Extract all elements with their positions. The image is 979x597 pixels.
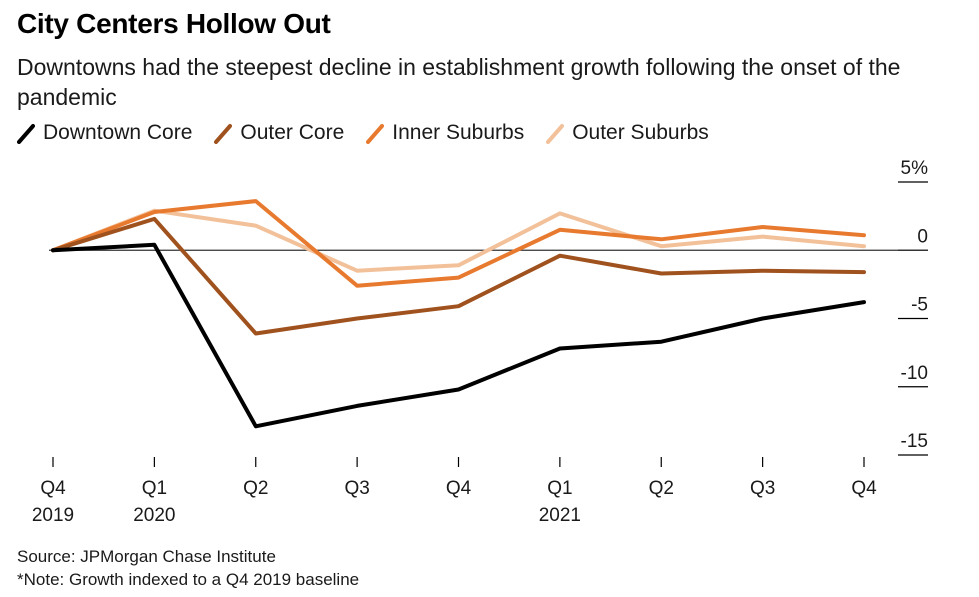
source-note: Source: JPMorgan Chase Institute [17,547,276,566]
y-tick-label-1: 0 [917,226,928,247]
legend-label-outer-core: Outer Core [240,121,345,144]
x-tick-label-2: Q2 [243,478,268,499]
x-tick-label-6: Q2 [649,478,674,499]
series-line-downtown-core [51,242,866,429]
legend-swatch-inner-suburbs [366,124,385,144]
legend-item-outer-core: Outer Core [214,121,344,145]
baseline-note: *Note: Growth indexed to a Q4 2019 basel… [17,570,360,589]
legend-swatch-outer-core [214,124,233,144]
legend-label-downtown-core: Downtown Core [43,121,193,144]
x-tick-year-label-5: 2021 [539,505,581,526]
y-tick-label-0: 5% [901,158,929,179]
x-tick-label-8: Q4 [851,478,877,499]
series-line-inner-suburbs [51,199,866,288]
legend-label-outer-suburbs: Outer Suburbs [572,121,709,144]
legend-swatch-outer-suburbs [546,124,565,144]
legend-item-outer-suburbs: Outer Suburbs [546,121,709,145]
x-tick-label-0: Q4 [40,478,66,499]
y-tick-label-3: -10 [901,363,928,384]
legend: Downtown Core Outer Core Inner Suburbs O… [17,121,731,145]
legend-swatch-downtown-core [17,124,35,144]
footer: Source: JPMorgan Chase Institute *Note: … [17,545,359,591]
chart-subtitle: Downtowns had the steepest decline in es… [17,54,901,110]
y-tick-label-4: -15 [901,431,928,452]
line-chart: 5% 0 -5 -10 -15 Q4 2019 Q1 2020 Q2 Q3 Q4 Q1 2021 Q2 Q3 Q… [32,158,929,526]
x-tick-label-7: Q3 [750,478,775,499]
y-tick-label-2: -5 [911,295,928,316]
series-line-outer-core [51,216,866,336]
legend-item-inner-suburbs: Inner Suburbs [366,121,524,145]
legend-label-inner-suburbs: Inner Suburbs [392,121,525,144]
x-tick-year-label-0: 2019 [32,505,74,526]
legend-item-downtown-core: Downtown Core [17,121,192,145]
x-tick-label-4: Q4 [446,478,472,499]
x-tick-label-3: Q3 [344,478,369,499]
x-tick-year-label-1: 2020 [133,505,175,526]
x-tick-label-5: Q1 [547,478,572,499]
series-line-outer-suburbs [51,208,866,273]
chart-title: City Centers Hollow Out [17,8,331,39]
x-tick-label-1: Q1 [142,478,167,499]
